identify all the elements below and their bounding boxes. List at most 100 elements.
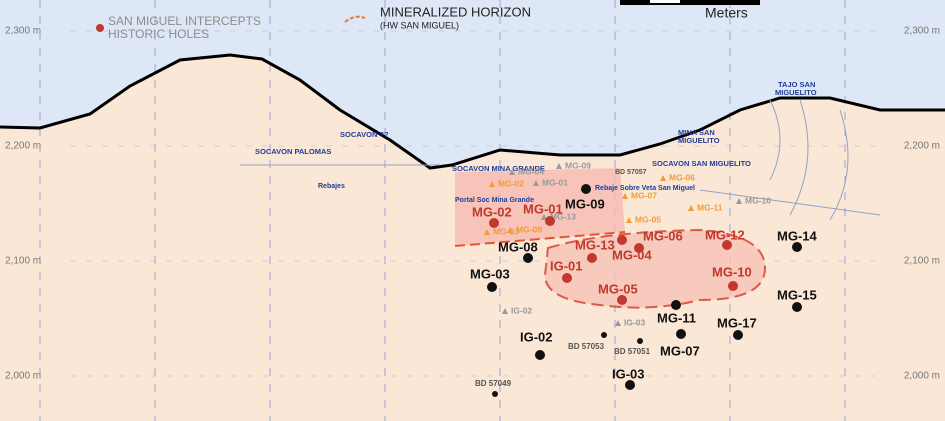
- legend-label: (HW SAN MIGUEL): [380, 20, 459, 30]
- intercept-zone: [543, 228, 767, 309]
- previous-label: MG-01: [542, 177, 568, 187]
- previous-label: MG-03: [493, 226, 519, 236]
- historic-label: BD 57049: [475, 379, 512, 388]
- legend-label: SAN MIGUEL INTERCEPTS: [108, 14, 261, 28]
- intercept-label: MG-10: [712, 264, 752, 279]
- intercept-label: MG-02: [472, 204, 512, 219]
- historic-hole: [792, 302, 802, 312]
- historic-hole: [676, 329, 686, 339]
- intercept-label: MG-01: [523, 201, 563, 216]
- previous-label: IG-03: [624, 317, 646, 327]
- intercept-label: MG-06: [643, 228, 683, 243]
- historic-hole: [637, 338, 643, 344]
- previous-hole: [507, 227, 513, 233]
- scale-bar: [620, 0, 760, 5]
- previous-label: MG-13: [550, 211, 576, 221]
- working-label: MIGUELITO: [678, 136, 720, 145]
- previous-hole: [509, 169, 515, 175]
- previous-label: MG-06: [669, 172, 695, 182]
- working-label: SOCAVON PALOMAS: [255, 147, 331, 156]
- working-label: BD 57057: [615, 169, 647, 176]
- previous-label: IG-02: [511, 305, 533, 315]
- intercept-hole: [617, 295, 627, 305]
- legend-label: MINERALIZED HORIZON: [380, 4, 531, 19]
- elevation-label: 2,000 m: [904, 371, 940, 382]
- historic-label: BD 57053: [568, 342, 605, 351]
- topography: [0, 53, 945, 170]
- historic-hole: [792, 242, 802, 252]
- previous-hole: [556, 163, 562, 169]
- previous-hole: [622, 193, 628, 199]
- intercept-hole: [617, 235, 627, 245]
- historic-hole: [581, 184, 591, 194]
- intercept-hole: [728, 281, 738, 291]
- previous-label: MG-05: [635, 214, 661, 224]
- historic-hole: [733, 330, 743, 340]
- previous-label: MG-09: [565, 160, 591, 170]
- previous-label: MG-04: [518, 166, 544, 176]
- intercept-hole: [545, 216, 555, 226]
- elevation-label: 2,200 m: [5, 141, 41, 152]
- previous-label: MG-11: [697, 202, 723, 212]
- previous-hole: [541, 214, 547, 220]
- historic-label: MG-07: [660, 343, 700, 358]
- historic-label: MG-15: [777, 287, 817, 302]
- historic-label: MG-17: [717, 315, 757, 330]
- previous-hole: [533, 180, 539, 186]
- previous-label: MG-10: [745, 195, 771, 205]
- historic-label: MG-14: [777, 228, 818, 243]
- historic-label: MG-08: [498, 239, 538, 254]
- previous-hole: [688, 205, 694, 211]
- historic-hole: [523, 253, 533, 263]
- elevation-label: 2,100 m: [904, 256, 940, 267]
- previous-hole: [615, 320, 621, 326]
- previous-hole: [502, 308, 508, 314]
- previous-label: MG-07: [631, 190, 657, 200]
- horizon-line: [454, 231, 626, 247]
- scale-bar-segment: [650, 0, 680, 3]
- historic-label: MG-11: [657, 310, 696, 325]
- elevation-label: 2,300 m: [904, 26, 940, 37]
- working-label: Rebaje Sobre Veta San Miguel: [595, 185, 695, 192]
- previous-hole: [660, 175, 666, 181]
- working-label: TAJO SAN: [778, 80, 815, 89]
- intercept-label: MG-12: [705, 227, 745, 242]
- historic-hole: [601, 332, 607, 338]
- previous-hole: [626, 217, 632, 223]
- legend-dot: [96, 24, 104, 32]
- elevation-label: 2,100 m: [5, 256, 41, 267]
- intercept-hole: [634, 243, 644, 253]
- historic-label: BD 57051: [614, 347, 651, 356]
- working-label: SOCAVON SAN MIGUELITO: [652, 159, 751, 168]
- historic-hole: [671, 300, 681, 310]
- previous-hole: [489, 181, 495, 187]
- working-label: SOCAVON MINA GRANDE: [452, 164, 545, 173]
- historic-hole: [625, 380, 635, 390]
- historic-label: IG-02: [520, 329, 553, 344]
- underground-workings: [240, 99, 881, 221]
- previous-label: MG-08: [516, 224, 542, 234]
- elevation-label: 2,000 m: [5, 371, 41, 382]
- historic-label: MG-03: [470, 266, 510, 281]
- intercept-hole: [587, 253, 597, 263]
- legend-line: [344, 15, 366, 23]
- previous-label: MG-02: [498, 178, 524, 188]
- legend-label: HISTORIC HOLES: [108, 27, 209, 41]
- intercept-hole: [489, 218, 499, 228]
- intercept-label: MG-04: [612, 247, 653, 262]
- intercept-hole: [722, 240, 732, 250]
- historic-label: IG-03: [612, 366, 645, 381]
- historic-hole: [535, 350, 545, 360]
- intercept-label: MG-13: [575, 237, 615, 252]
- working-label: SOCAVON ??: [340, 130, 389, 139]
- intercept-label: MG-05: [598, 281, 638, 296]
- historic-hole: [492, 391, 498, 397]
- intercept-hole: [562, 273, 572, 283]
- working-label: Portal Soc Mina Grande: [455, 197, 534, 204]
- working-label: Rebajes: [318, 183, 345, 190]
- working-label: MINA SAN: [678, 128, 715, 137]
- historic-hole: [487, 282, 497, 292]
- working-label: MIGUELITO: [775, 88, 817, 97]
- scale-label: Meters: [705, 5, 748, 21]
